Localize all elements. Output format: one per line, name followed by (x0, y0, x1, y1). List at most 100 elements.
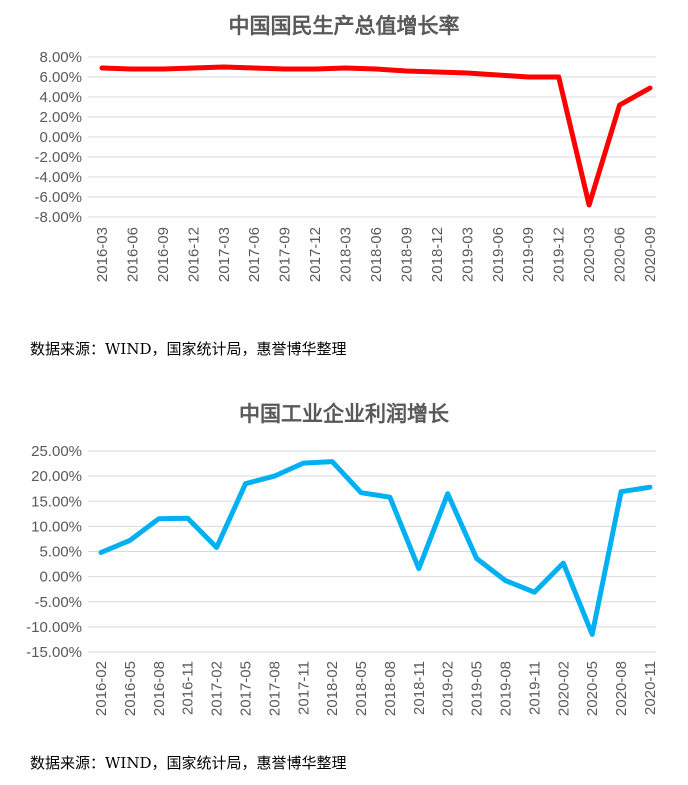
chart2-data-point (301, 461, 305, 465)
chart1-series-line (99, 64, 653, 208)
chart1-data-point (435, 70, 439, 74)
chart2-ytick-label: 25.00% (31, 443, 82, 460)
chart2-data-point (446, 492, 450, 496)
chart2-xtick-label: 2016-11 (180, 661, 197, 715)
chart1-data-point (496, 73, 500, 77)
chart2-data-point (186, 516, 190, 520)
chart1-xtick-label: 2018-12 (429, 227, 446, 282)
chart1-xtick-label: 2017-12 (307, 227, 324, 282)
chart1-xtick-label: 2016-03 (94, 227, 111, 282)
chart1-data-point (191, 66, 195, 70)
chart1-xtick-label: 2019-12 (551, 227, 568, 282)
chart2-xtick-label: 2020-05 (584, 661, 601, 716)
chart2-data-point (648, 485, 652, 489)
chart2-data-point (619, 490, 623, 494)
chart2-xtick-label: 2020-08 (613, 661, 630, 716)
chart2-data-point (417, 567, 421, 571)
chart2-xtick-label: 2016-05 (122, 661, 139, 716)
chart1-xtick-label: 2017-09 (277, 227, 294, 282)
chart1-ytick-label: -8.00% (34, 209, 82, 226)
chart2-data-point (128, 538, 132, 542)
chart1-data-point (161, 67, 165, 71)
chart2-data-point (475, 557, 479, 561)
chart2-data-point (359, 491, 363, 495)
chart2-xtick-label: 2017-08 (266, 661, 283, 716)
chart1-ytick-label: 2.00% (39, 109, 82, 126)
chart2-xtick-label: 2017-11 (295, 661, 312, 715)
chart1-data-point (404, 69, 408, 73)
chart2-xtick-label: 2018-11 (411, 661, 428, 715)
chart2-data-point (99, 551, 103, 555)
chart1-source: 数据来源：WIND，国家统计局，惠誉博华整理 (30, 340, 347, 358)
chart1-data-point (344, 66, 348, 70)
chart1-xtick-label: 2016-06 (124, 227, 141, 282)
chart1-ytick-label: 0.00% (39, 129, 82, 146)
chart2-data-point (561, 561, 565, 565)
chart2-data-point (243, 482, 247, 486)
chart1-title: 中国国民生产总值增长率 (228, 14, 460, 38)
chart1-data-point (252, 66, 256, 70)
chart1-xtick-label: 2016-09 (155, 227, 172, 282)
chart1-ytick-label: -6.00% (34, 189, 82, 206)
chart2-xtick-label: 2020-02 (555, 661, 572, 716)
chart1-xtick-label: 2016-12 (185, 227, 202, 282)
chart1-xtick-label: 2020-03 (581, 227, 598, 282)
chart1-data-point (648, 86, 652, 90)
chart2-xtick-label: 2018-02 (324, 661, 341, 716)
chart2-ytick-label: 0.00% (39, 569, 82, 586)
chart2-xtick-label: 2020-11 (642, 661, 659, 715)
chart2-ytick-label: 15.00% (31, 493, 82, 510)
chart1-data-point (557, 75, 561, 79)
chart1-xtick-label: 2019-06 (490, 227, 507, 282)
chart1-ytick-label: 4.00% (39, 89, 82, 106)
chart1-data-point (222, 65, 226, 69)
chart2-xtick-label: 2017-05 (237, 661, 254, 716)
chart2-ytick-label: 20.00% (31, 468, 82, 485)
chart1-ytick-label: -4.00% (34, 169, 82, 186)
chart1-data-point (283, 67, 287, 71)
chart1-xtick-label: 2018-03 (338, 227, 355, 282)
chart2-data-point (272, 474, 276, 478)
chart1-data-point (313, 67, 317, 71)
chart1-data-point (374, 67, 378, 71)
chart2-ytick-label: -15.00% (26, 644, 82, 661)
chart2-title: 中国工业企业利润增长 (239, 402, 449, 426)
chart2-xtick-label: 2017-02 (209, 661, 226, 716)
chart1-xtick-label: 2020-06 (612, 227, 629, 282)
chart1-gdp-growth: 8.00% 6.00% 4.00% 2.00% 0.00% -2.00% -4.00% -6.… (34, 49, 659, 282)
chart2-xtick-label: 2019-11 (526, 661, 543, 715)
chart2-xtick-label: 2016-02 (93, 661, 110, 716)
chart2-data-point (590, 632, 594, 636)
chart2-xtick-label: 2018-05 (353, 661, 370, 716)
chart1-xtick-label: 2020-09 (642, 227, 659, 282)
chart2-xtick-label: 2019-05 (469, 661, 486, 716)
chart2-data-point (388, 495, 392, 499)
chart1-data-point (465, 71, 469, 75)
chart2-xtick-label: 2016-08 (151, 661, 168, 716)
chart2-data-point (157, 517, 161, 521)
chart2-data-point (504, 579, 508, 583)
chart2-data-point (330, 460, 334, 464)
chart2-industrial-profit: 25.00% 20.00% 15.00% 10.00% 5.00% 0.00% -5.00%… (26, 443, 659, 716)
chart2-ytick-label: -5.00% (34, 594, 82, 611)
chart2-ytick-label: -10.00% (26, 619, 82, 636)
chart1-xtick-label: 2019-09 (520, 227, 537, 282)
chart2-xtick-label: 2018-08 (382, 661, 399, 716)
chart2-data-point (532, 590, 536, 594)
chart2-xtick-label: 2019-02 (440, 661, 457, 716)
chart2-source: 数据来源：WIND，国家统计局，惠誉博华整理 (30, 754, 347, 772)
chart1-ytick-label: 6.00% (39, 69, 82, 86)
chart1-xtick-label: 2019-03 (459, 227, 476, 282)
chart1-ytick-label: 8.00% (39, 49, 82, 66)
chart2-ytick-label: 5.00% (39, 544, 82, 561)
chart1-data-point (618, 103, 622, 107)
chart1-ytick-label: -2.00% (34, 149, 82, 166)
chart2-xtick-label: 2019-08 (498, 661, 515, 716)
chart2-ytick-label: 10.00% (31, 518, 82, 535)
chart1-xtick-label: 2018-06 (368, 227, 385, 282)
chart2-series-line (98, 459, 653, 637)
chart2-data-point (215, 545, 219, 549)
chart1-xtick-label: 2017-06 (246, 227, 263, 282)
chart1-xtick-label: 2017-03 (216, 227, 233, 282)
chart1-xtick-label: 2018-09 (398, 227, 415, 282)
